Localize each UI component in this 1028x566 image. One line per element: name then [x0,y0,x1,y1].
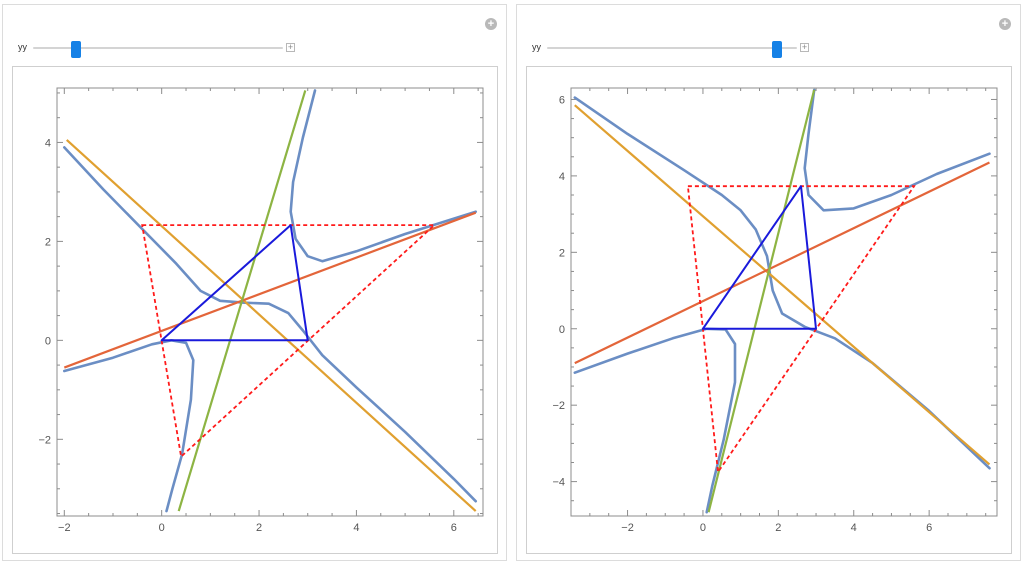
y-tick-label: 2 [559,247,565,259]
curve-branch [573,96,991,470]
y-tick-label: −2 [552,400,565,412]
x-tick-label: 6 [451,522,457,534]
yy-slider[interactable] [547,41,797,58]
yy-slider-thumb[interactable] [772,41,782,58]
y-tick-label: 0 [559,324,565,336]
manipulate-panel-left: + yy + −2 0 2 4 6 −2 0 2 4 [2,4,507,561]
y-tick-label: −4 [552,477,565,489]
y-tick-label: 6 [559,94,565,106]
slider-row: yy + [3,41,323,58]
slider-expand-icon[interactable]: + [800,42,809,52]
red-line [574,161,990,365]
slider-label: yy [532,42,541,52]
yy-slider[interactable] [33,41,283,58]
yy-slider-thumb[interactable] [70,41,81,58]
y-tick-label: −2 [38,434,51,446]
orange-line [574,104,991,466]
plot-right: −2 0 2 4 6 −4 −2 0 2 4 6 [552,87,998,534]
red-line [63,211,477,369]
y-tick-label: 4 [45,137,51,149]
plot-frame: −2 0 2 4 6 −2 0 2 4 [12,66,498,554]
y-tick-label: 4 [559,171,565,183]
x-tick-label: 2 [775,522,781,534]
x-tick-label: 4 [353,522,359,534]
x-tick-label: 6 [926,522,932,534]
plot-frame-box [56,87,484,517]
plot-frame: −2 0 2 4 6 −4 −2 0 2 4 6 [526,66,1012,554]
green-line [707,89,816,513]
y-tick-label: 2 [45,236,51,248]
x-tick-label: −2 [58,522,71,534]
green-line [177,90,307,512]
x-tick-label: 4 [851,522,857,534]
x-tick-label: 0 [700,522,706,534]
x-tick-label: 0 [159,522,165,534]
slider-row: yy + [517,41,837,58]
plot-frame-box [570,87,998,517]
blue-triangle [701,185,817,330]
curve-branch [803,88,991,212]
slider-label: yy [18,42,27,52]
curve-branch [62,146,478,503]
curve-branch [289,89,478,263]
curve-branch [62,338,195,513]
plot-left: −2 0 2 4 6 −2 0 2 4 [38,87,484,534]
panel-options-icon[interactable]: + [999,18,1011,30]
curve-branch [573,327,737,514]
manipulate-panel-right: + yy + −2 0 2 4 6 −4 −2 0 2 4 6 [516,4,1021,561]
plot-content [573,88,991,514]
panel-options-icon[interactable]: + [485,18,497,30]
orange-line [65,139,477,512]
slider-expand-icon[interactable]: + [286,42,295,52]
blue-triangle [160,224,309,342]
x-tick-label: −2 [621,522,634,534]
plot-content [62,89,478,513]
x-tick-label: 2 [256,522,262,534]
y-tick-label: 0 [45,335,51,347]
